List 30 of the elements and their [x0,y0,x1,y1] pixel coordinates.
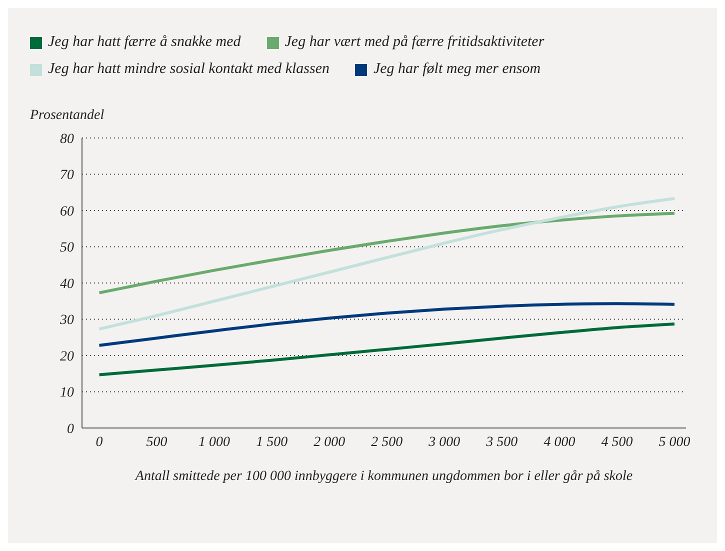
x-tick-label: 2 500 [371,434,403,450]
y-tick-label: 70 [60,168,74,184]
line-series [98,197,676,331]
legend-label: Jeg har hatt færre å snakke med [48,34,241,51]
legend-label: Jeg har følt meg mer ensom [373,61,541,78]
x-tick-label: 0 [96,434,103,450]
y-tick-label: 10 [60,386,74,401]
y-tick-label: 40 [60,276,74,292]
x-tick-label: 2 000 [314,434,346,450]
y-tick-label: 30 [59,313,74,328]
y-tick-label: 50 [60,240,74,256]
legend-label: Jeg har vært med på færre fritidsaktiviteter [284,34,544,51]
y-axis-title: Prosentandel [30,108,106,124]
x-tick-label: 4 500 [601,434,633,450]
y-tick-label: 20 [60,349,74,364]
y-tick-label: 0 [67,422,74,437]
line-series [98,212,676,294]
x-tick-label: 500 [146,434,168,450]
y-tick-label: 80 [60,132,74,147]
line-series [98,302,676,347]
x-tick-label: 4 000 [544,434,576,450]
x-tick-label: 1 000 [198,434,230,450]
y-tick-label: 60 [60,204,74,220]
x-tick-label: 3 000 [428,434,460,450]
line-series [98,322,676,376]
x-axis-title: Antall smittede per 100 000 innbyggere i kommunen ungdommen bor i eller går på skole [134,468,633,484]
legend-label: Jeg har hatt mindre sosial kontakt med klassen [48,61,330,78]
x-tick-label: 3 500 [485,434,518,450]
x-tick-label: 5 000 [658,434,690,450]
x-tick-label: 1 500 [256,434,288,450]
